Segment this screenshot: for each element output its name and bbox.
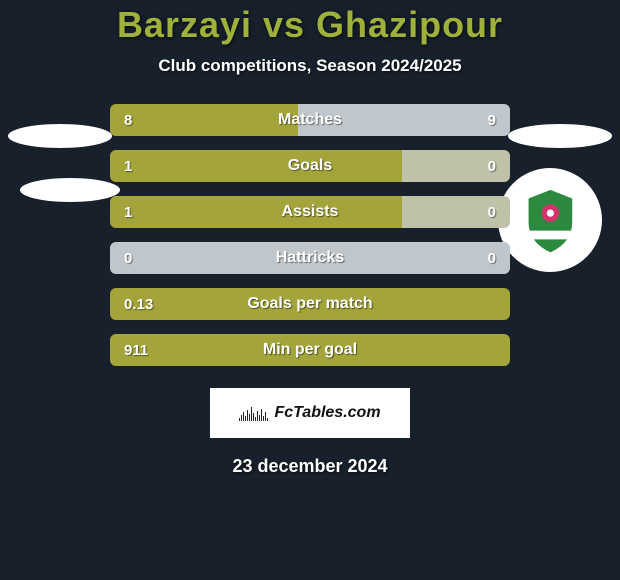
stat-right-value: 0 xyxy=(402,196,510,228)
subtitle: Club competitions, Season 2024/2025 xyxy=(0,56,620,76)
player-left-avatar-1 xyxy=(8,124,112,148)
stat-row: 10Assists xyxy=(110,196,510,228)
page-title: Barzayi vs Ghazipour xyxy=(0,4,620,46)
stat-left-value: 0 xyxy=(110,242,310,274)
stat-right-value: 9 xyxy=(298,104,510,136)
stat-row: 911Min per goal xyxy=(110,334,510,366)
stat-left-value: 911 xyxy=(110,334,510,366)
stat-left-value: 0.13 xyxy=(110,288,510,320)
club-logo-icon xyxy=(498,168,602,272)
fctables-watermark: FcTables.com xyxy=(210,388,410,438)
stat-left-value: 1 xyxy=(110,150,402,182)
player-left-avatar-2 xyxy=(20,178,120,202)
stat-right-value: 0 xyxy=(310,242,510,274)
player-right-avatar xyxy=(508,124,612,148)
comparison-date: 23 december 2024 xyxy=(0,456,620,477)
comparison-card: Barzayi vs Ghazipour Club competitions, … xyxy=(0,0,620,580)
fctables-text: FcTables.com xyxy=(274,404,380,422)
stat-right-value: 0 xyxy=(402,150,510,182)
stats-container: 89Matches 10Goals 10Assists 00Hattricks 0.13… xyxy=(110,104,510,366)
stat-row: 0.13Goals per match xyxy=(110,288,510,320)
stat-left-value: 8 xyxy=(110,104,298,136)
stat-row: 00Hattricks xyxy=(110,242,510,274)
stat-row: 89Matches xyxy=(110,104,510,136)
stat-row: 10Goals xyxy=(110,150,510,182)
stat-left-value: 1 xyxy=(110,196,402,228)
fctables-bars-icon xyxy=(239,405,268,421)
club-badge-right xyxy=(498,168,602,272)
